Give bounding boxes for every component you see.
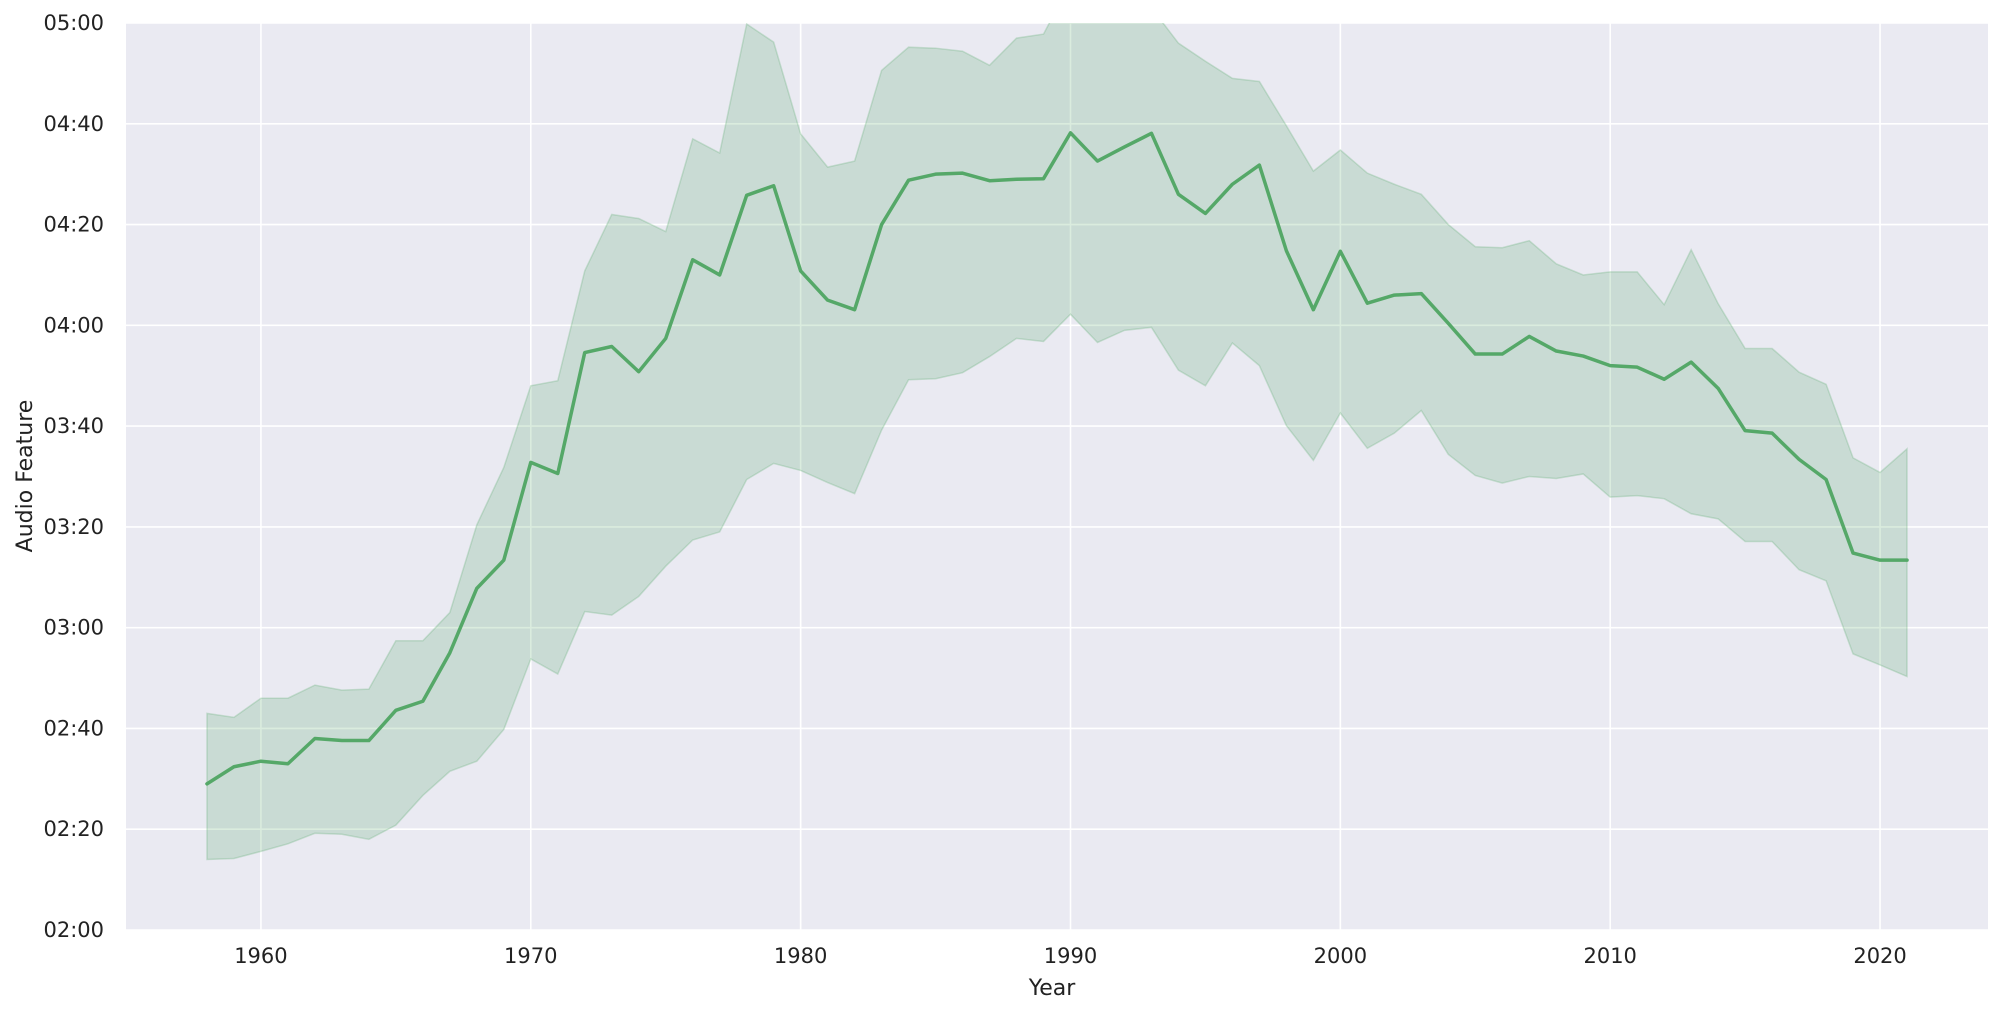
data-point — [1258, 163, 1261, 167]
data-point — [610, 345, 613, 348]
data-point — [1770, 431, 1774, 435]
data-point — [1743, 429, 1747, 432]
x-tick-label: 1990 — [1044, 944, 1097, 968]
plot-area — [126, 23, 1988, 930]
data-point — [664, 337, 667, 340]
data-point — [1851, 551, 1855, 555]
data-point — [718, 273, 721, 277]
y-tick-label: 02:20 — [43, 817, 104, 841]
x-axis-label: Year — [1028, 976, 1077, 1001]
y-tick-label: 04:40 — [43, 112, 104, 136]
data-point — [502, 558, 505, 562]
y-tick-label: 04:20 — [43, 213, 104, 237]
data-point — [1015, 178, 1018, 181]
data-point — [421, 700, 425, 703]
confidence-band — [206, 23, 1908, 861]
data-point — [1393, 293, 1396, 297]
data-point — [1555, 349, 1558, 353]
data-point — [826, 298, 829, 302]
data-point — [1366, 301, 1369, 305]
grid — [126, 22, 1988, 931]
data-point — [1797, 458, 1801, 461]
data-point — [1501, 352, 1504, 356]
data-point — [1582, 354, 1585, 358]
data-point — [448, 651, 452, 655]
data-point — [1339, 250, 1342, 253]
data-points — [205, 131, 1909, 786]
data-point — [1474, 352, 1477, 356]
data-point — [1878, 558, 1882, 562]
data-point — [1042, 177, 1045, 180]
data-point — [772, 184, 775, 187]
data-point — [1096, 159, 1099, 163]
x-tick-label: 1970 — [504, 944, 557, 968]
data-point — [556, 472, 559, 475]
data-point — [1716, 387, 1720, 390]
data-point — [1824, 478, 1828, 481]
data-point — [1635, 365, 1639, 369]
y-tick-label: 03:40 — [43, 414, 104, 438]
data-point — [1231, 183, 1234, 186]
mean-line — [205, 131, 1909, 786]
data-point — [1177, 193, 1180, 196]
data-point — [1662, 378, 1666, 381]
data-point — [1312, 308, 1315, 311]
data-point — [691, 258, 694, 262]
data-point — [205, 782, 209, 786]
data-point — [1528, 335, 1531, 338]
data-point — [1447, 322, 1450, 325]
data-point — [475, 587, 479, 590]
data-point — [1204, 212, 1207, 215]
y-tick-label: 02:40 — [43, 716, 104, 740]
data-point — [907, 179, 910, 182]
y-tick-label: 04:00 — [43, 313, 104, 337]
x-tick-label: 1980 — [774, 944, 827, 968]
data-point — [988, 179, 991, 182]
data-point — [583, 351, 586, 354]
data-point — [1285, 249, 1288, 252]
data-point — [745, 194, 748, 197]
data-point — [1123, 145, 1126, 149]
data-point — [1689, 360, 1693, 364]
x-axis-ticks: 1960 1970 1980 1990 2000 2010 2020 — [234, 944, 1907, 968]
data-point — [286, 762, 290, 765]
y-axis-label: Audio Feature — [13, 400, 38, 553]
data-point — [637, 370, 640, 373]
data-point — [799, 269, 802, 273]
data-point — [880, 223, 883, 226]
data-point — [313, 737, 317, 740]
x-tick-label: 2010 — [1583, 944, 1636, 968]
data-point — [1609, 364, 1612, 367]
data-point — [529, 461, 532, 464]
y-tick-label: 02:00 — [43, 918, 104, 942]
data-point — [961, 171, 964, 175]
y-axis-ticks: 02:00 02:20 02:40 03:00 03:20 03:40 04:00 04:20… — [43, 11, 104, 942]
data-point — [1420, 292, 1423, 295]
data-point — [232, 765, 236, 768]
data-point — [1150, 132, 1153, 135]
data-point — [853, 308, 856, 311]
y-tick-label: 05:00 — [43, 11, 104, 35]
data-point — [367, 739, 371, 742]
x-tick-label: 2020 — [1853, 944, 1906, 968]
data-point — [1905, 558, 1909, 562]
data-point — [934, 172, 937, 176]
data-point — [340, 739, 344, 742]
data-point — [394, 709, 398, 712]
data-point — [259, 759, 263, 763]
y-tick-label: 03:00 — [43, 616, 104, 640]
x-tick-label: 2000 — [1314, 944, 1367, 968]
x-tick-label: 1960 — [234, 944, 287, 968]
y-tick-label: 03:20 — [43, 515, 104, 539]
data-point — [1069, 131, 1072, 135]
